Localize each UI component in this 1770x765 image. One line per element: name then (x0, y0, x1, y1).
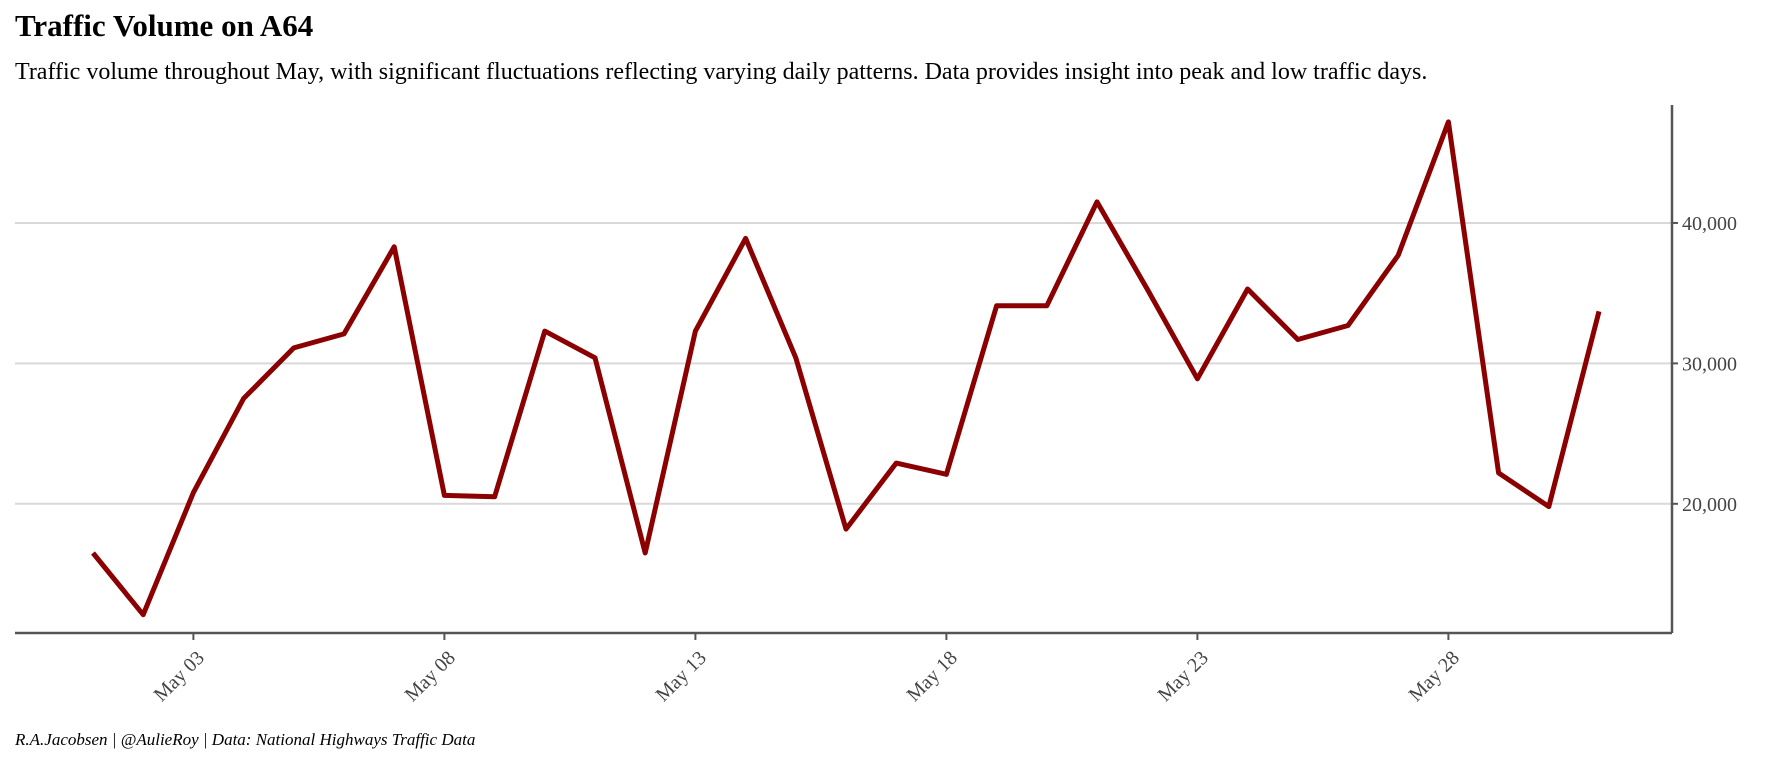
y-tick-label: 30,000 (1682, 353, 1737, 375)
chart-subtitle: Traffic volume throughout May, with sign… (15, 59, 1428, 85)
x-tick-label: May 23 (1154, 647, 1213, 706)
gridlines (15, 221, 1672, 505)
y-tick-label: 20,000 (1682, 494, 1737, 516)
axes (15, 105, 1678, 640)
y-tick-label: 40,000 (1682, 213, 1737, 235)
series-line (91, 119, 1602, 618)
x-tick-label: May 28 (1405, 647, 1464, 706)
chart-title: Traffic Volume on A64 (15, 8, 314, 43)
x-tick-label: May 03 (150, 647, 209, 706)
x-tick-label: May 13 (652, 647, 711, 706)
x-tick-label: May 18 (903, 647, 962, 706)
x-tick-labels: May 03 May 08 May 13 May 18 May 23 May 28 (150, 647, 1464, 706)
chart-caption: R.A.Jacobsen | @AulieRoy | Data: Nationa… (15, 730, 476, 749)
y-tick-labels: 20,000 30,000 40,000 (1682, 213, 1737, 516)
x-tick-label: May 08 (401, 647, 460, 706)
series-layer (91, 119, 1602, 618)
